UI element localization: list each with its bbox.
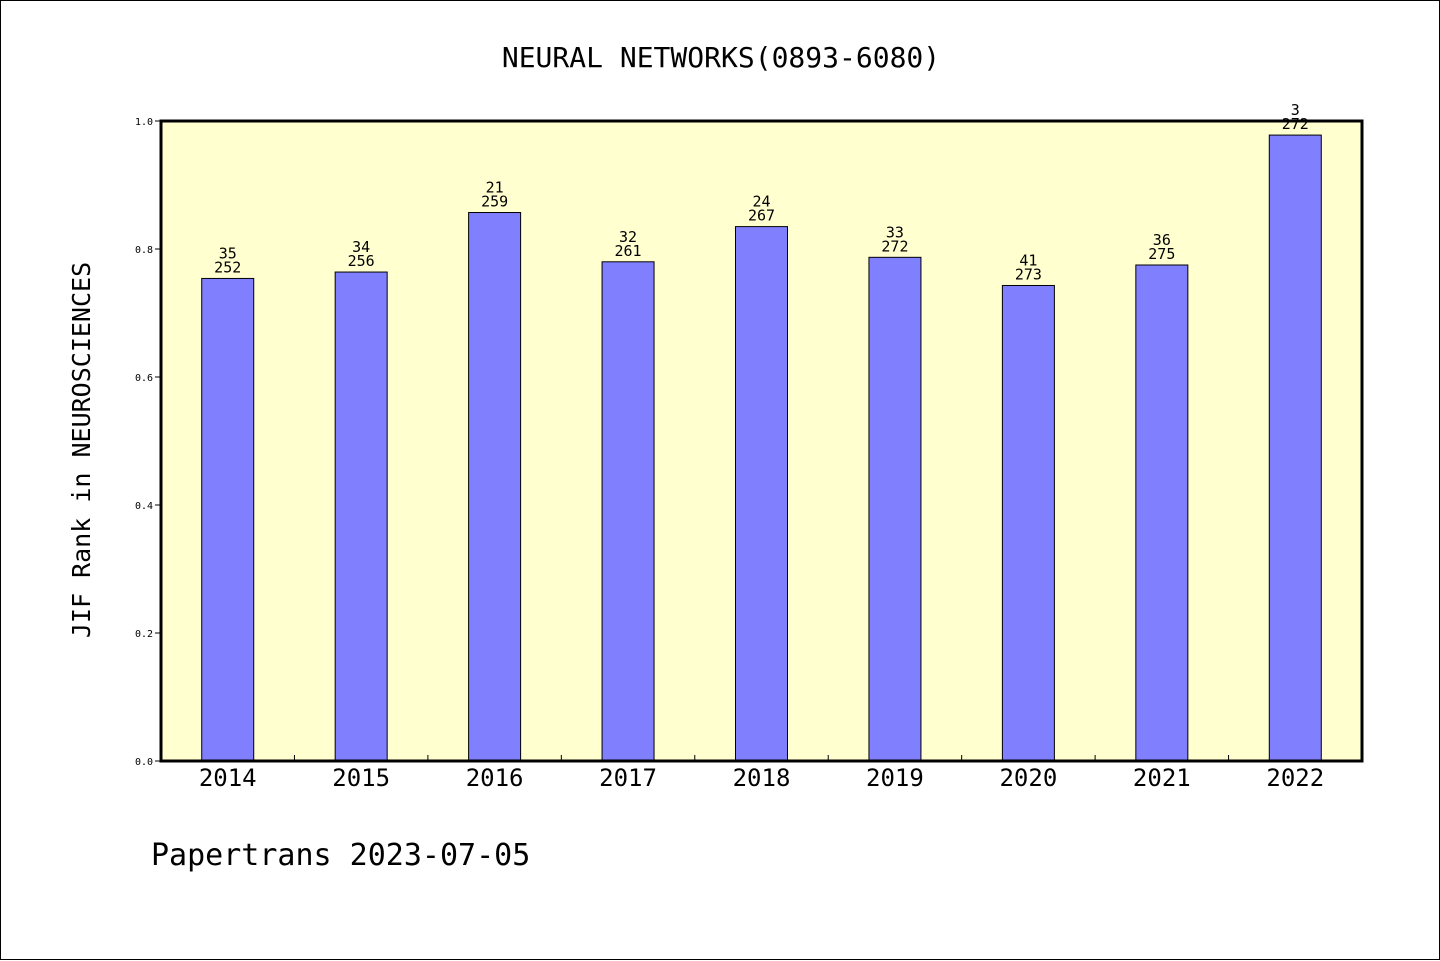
bar-rank-label: 36 bbox=[1153, 231, 1171, 249]
x-tick-label: 2020 bbox=[999, 764, 1057, 792]
bar bbox=[468, 212, 522, 762]
bar-rank-label: 34 bbox=[352, 238, 370, 256]
y-tick-label: 0.2 bbox=[135, 629, 153, 640]
bar bbox=[601, 261, 655, 762]
plot-border bbox=[159, 119, 1364, 763]
bar-total-label: 252 bbox=[214, 258, 241, 276]
x-tick-label: 2015 bbox=[332, 764, 390, 792]
y-tick-label: 0.4 bbox=[135, 501, 153, 512]
bar-total-label: 272 bbox=[881, 237, 908, 255]
bar bbox=[735, 226, 788, 762]
bar-rank-label: 3 bbox=[1291, 101, 1300, 119]
bar-total-label: 259 bbox=[481, 193, 508, 211]
bar-rank-label: 32 bbox=[619, 228, 637, 246]
x-tick-label: 2014 bbox=[199, 764, 257, 792]
y-axis-label: JIF Rank in NEUROSCIENCES bbox=[67, 262, 96, 638]
bar-rank-label: 21 bbox=[486, 179, 504, 197]
bar-rank-label: 41 bbox=[1019, 251, 1037, 269]
x-axis-ticks: 2014 2015 2016 2017 2018 2019 2020 2021 2022 bbox=[199, 755, 1324, 792]
bar-rank-label: 33 bbox=[886, 223, 904, 241]
bar-total-label: 272 bbox=[1282, 115, 1309, 133]
bar-total-label: 256 bbox=[348, 252, 375, 270]
x-tick-label: 2018 bbox=[733, 764, 791, 792]
footer-text: Papertrans 2023-07-05 bbox=[151, 838, 530, 873]
bar bbox=[334, 271, 388, 762]
bar-total-label: 267 bbox=[748, 207, 775, 225]
y-tick-label: 1.0 bbox=[135, 117, 153, 128]
x-tick-label: 2021 bbox=[1133, 764, 1191, 792]
bar bbox=[1001, 284, 1055, 762]
bar bbox=[201, 277, 255, 762]
bar bbox=[1268, 134, 1322, 762]
bars bbox=[201, 134, 1322, 762]
y-tick-label: 0.6 bbox=[135, 373, 153, 384]
bar-rank-label: 24 bbox=[752, 193, 770, 211]
bar-rank-label: 35 bbox=[219, 244, 237, 262]
bar-labels: 3525234256212593226124267332724127336275… bbox=[214, 101, 1309, 283]
chart-title: NEURAL NETWORKS(0893-6080) bbox=[502, 41, 940, 74]
y-tick-label: 0.0 bbox=[135, 757, 153, 768]
bar-total-label: 273 bbox=[1015, 265, 1042, 283]
bar bbox=[868, 256, 922, 762]
y-tick-label: 0.8 bbox=[135, 245, 153, 256]
bar-total-label: 261 bbox=[615, 242, 642, 260]
x-tick-label: 2016 bbox=[466, 764, 524, 792]
y-axis-ticks: 0.0 0.2 0.4 0.6 0.8 1.0 bbox=[135, 117, 161, 768]
x-tick-label: 2022 bbox=[1266, 764, 1324, 792]
x-tick-label: 2017 bbox=[599, 764, 657, 792]
bar bbox=[1135, 264, 1189, 762]
bar-total-label: 275 bbox=[1148, 245, 1175, 263]
x-tick-label: 2019 bbox=[866, 764, 924, 792]
